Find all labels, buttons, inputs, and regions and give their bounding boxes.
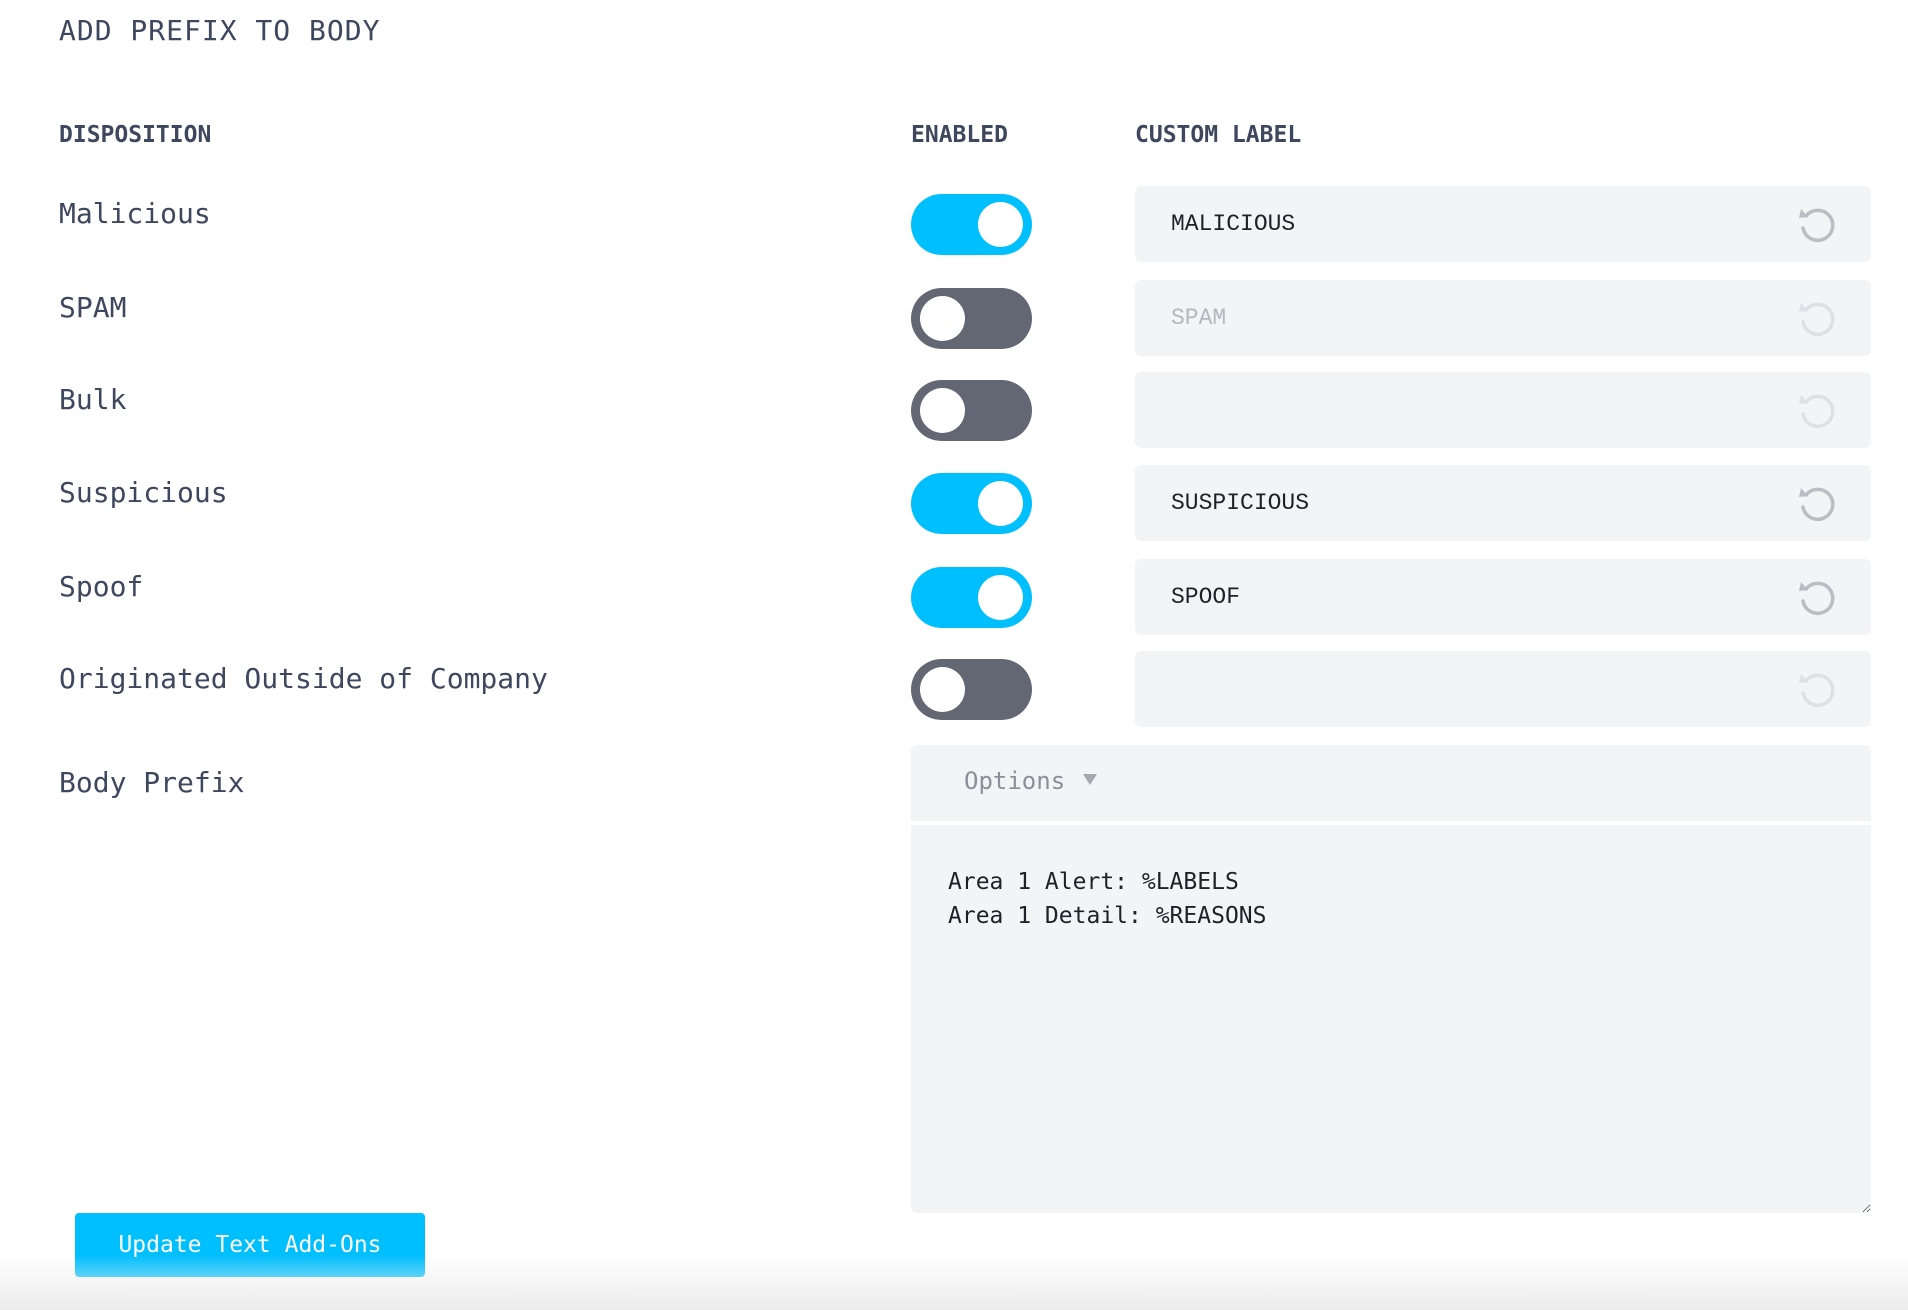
reset-icon[interactable]	[1797, 483, 1837, 523]
custom-label-field	[1135, 465, 1871, 541]
body-prefix-label: Body Prefix	[59, 766, 245, 799]
reset-icon[interactable]	[1797, 298, 1837, 338]
disposition-label: Suspicious	[59, 476, 228, 509]
caret-down-icon	[1083, 774, 1097, 785]
custom-label-field	[1135, 651, 1871, 727]
enabled-toggle[interactable]	[911, 288, 1032, 349]
toggle-knob	[920, 667, 965, 712]
reset-icon[interactable]	[1797, 204, 1837, 244]
page-title: ADD PREFIX TO BODY	[59, 14, 381, 47]
custom-label-input[interactable]	[1171, 559, 1771, 635]
custom-label-field	[1135, 372, 1871, 448]
enabled-toggle[interactable]	[911, 659, 1032, 720]
custom-label-field	[1135, 280, 1871, 356]
custom-label-input[interactable]	[1171, 465, 1771, 541]
toggle-knob	[978, 575, 1023, 620]
enabled-toggle[interactable]	[911, 194, 1032, 255]
reset-icon[interactable]	[1797, 577, 1837, 617]
enabled-toggle[interactable]	[911, 567, 1032, 628]
toggle-knob	[978, 481, 1023, 526]
toggle-knob	[978, 202, 1023, 247]
column-header-enabled: ENABLED	[911, 122, 1008, 148]
enabled-toggle[interactable]	[911, 380, 1032, 441]
reset-icon[interactable]	[1797, 669, 1837, 709]
disposition-label: SPAM	[59, 291, 127, 324]
toggle-knob	[920, 388, 965, 433]
disposition-label: Malicious	[59, 197, 211, 230]
reset-icon[interactable]	[1797, 390, 1837, 430]
options-dropdown[interactable]: Options	[911, 745, 1871, 821]
custom-label-input[interactable]	[1171, 651, 1771, 727]
toggle-knob	[920, 296, 965, 341]
column-header-disposition: DISPOSITION	[59, 122, 212, 148]
custom-label-input[interactable]	[1171, 186, 1771, 262]
custom-label-field	[1135, 186, 1871, 262]
disposition-label: Originated Outside of Company	[59, 662, 548, 695]
disposition-label: Spoof	[59, 570, 144, 603]
custom-label-field	[1135, 559, 1871, 635]
custom-label-input[interactable]	[1171, 372, 1771, 448]
column-header-custom-label: CUSTOM LABEL	[1135, 122, 1302, 148]
bottom-shadow	[0, 1255, 1908, 1310]
custom-label-input[interactable]	[1171, 280, 1771, 356]
disposition-label: Bulk	[59, 383, 127, 416]
options-label: Options	[964, 767, 1066, 795]
body-prefix-textarea[interactable]: Area 1 Alert: %LABELS Area 1 Detail: %RE…	[911, 825, 1871, 1213]
enabled-toggle[interactable]	[911, 473, 1032, 534]
